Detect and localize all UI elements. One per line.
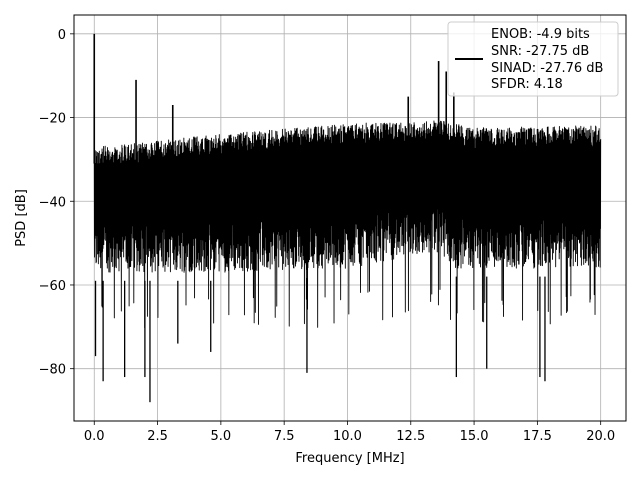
x-tick-label: 12.5: [396, 429, 425, 444]
axis-ticks: 0.0 2.5 5.0 7.5 10.0 12.5 15.0 17.5 20.0 0 −20 −40 −…: [39, 28, 616, 444]
legend-sinad: SINAD: -27.76 dB: [491, 61, 603, 76]
y-tick-label: −80: [39, 363, 66, 378]
x-tick-label: 10.0: [333, 429, 362, 444]
legend-snr: SNR: -27.75 dB: [491, 44, 589, 59]
y-tick-label: 0: [58, 28, 66, 43]
x-axis-label: Frequency [MHz]: [295, 451, 404, 466]
legend-sfdr: SFDR: 4.18: [491, 77, 563, 92]
legend-box: [447, 21, 619, 97]
x-tick-label: 20.0: [586, 429, 615, 444]
x-tick-label: 7.5: [274, 429, 295, 444]
plot-frame: [73, 14, 627, 422]
x-tick-label: 2.5: [147, 429, 168, 444]
x-tick-label: 15.0: [460, 429, 489, 444]
y-tick-label: −60: [39, 279, 66, 294]
legend: ENOB: -4.9 bits SNR: -27.75 dB SINAD: -2…: [447, 21, 619, 97]
data-layer: [93, 33, 602, 403]
x-tick-label: 5.0: [211, 429, 232, 444]
legend-enob: ENOB: -4.9 bits: [491, 27, 590, 42]
psd-trace: [93, 120, 602, 329]
y-tick-label: −40: [39, 195, 66, 210]
y-tick-label: −20: [39, 112, 66, 127]
x-tick-label: 17.5: [523, 429, 552, 444]
x-tick-label: 0.0: [84, 429, 105, 444]
y-axis-label: PSD [dB]: [14, 189, 29, 247]
